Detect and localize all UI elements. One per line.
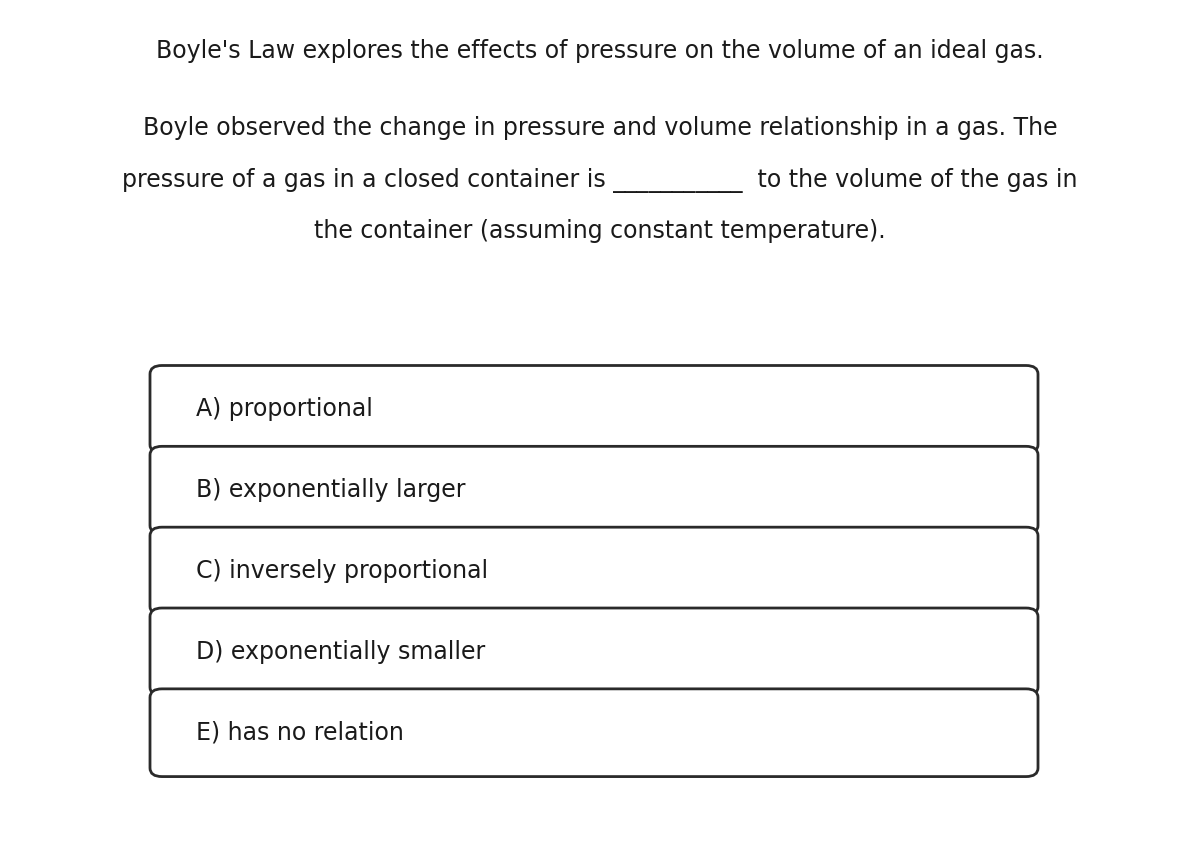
FancyBboxPatch shape	[150, 366, 1038, 453]
Text: A) proportional: A) proportional	[196, 397, 372, 421]
Text: D) exponentially smaller: D) exponentially smaller	[196, 640, 485, 664]
Text: Boyle's Law explores the effects of pressure on the volume of an ideal gas.: Boyle's Law explores the effects of pres…	[156, 39, 1044, 63]
Text: B) exponentially larger: B) exponentially larger	[196, 478, 466, 502]
Text: Boyle observed the change in pressure and volume relationship in a gas. The: Boyle observed the change in pressure an…	[143, 116, 1057, 140]
Text: pressure of a gas in a closed container is ___________  to the volume of the gas: pressure of a gas in a closed container …	[122, 168, 1078, 193]
Text: C) inversely proportional: C) inversely proportional	[196, 559, 487, 583]
FancyBboxPatch shape	[150, 527, 1038, 615]
FancyBboxPatch shape	[150, 446, 1038, 534]
FancyBboxPatch shape	[150, 608, 1038, 696]
Text: the container (assuming constant temperature).: the container (assuming constant tempera…	[314, 219, 886, 243]
FancyBboxPatch shape	[150, 689, 1038, 777]
Text: E) has no relation: E) has no relation	[196, 721, 403, 745]
